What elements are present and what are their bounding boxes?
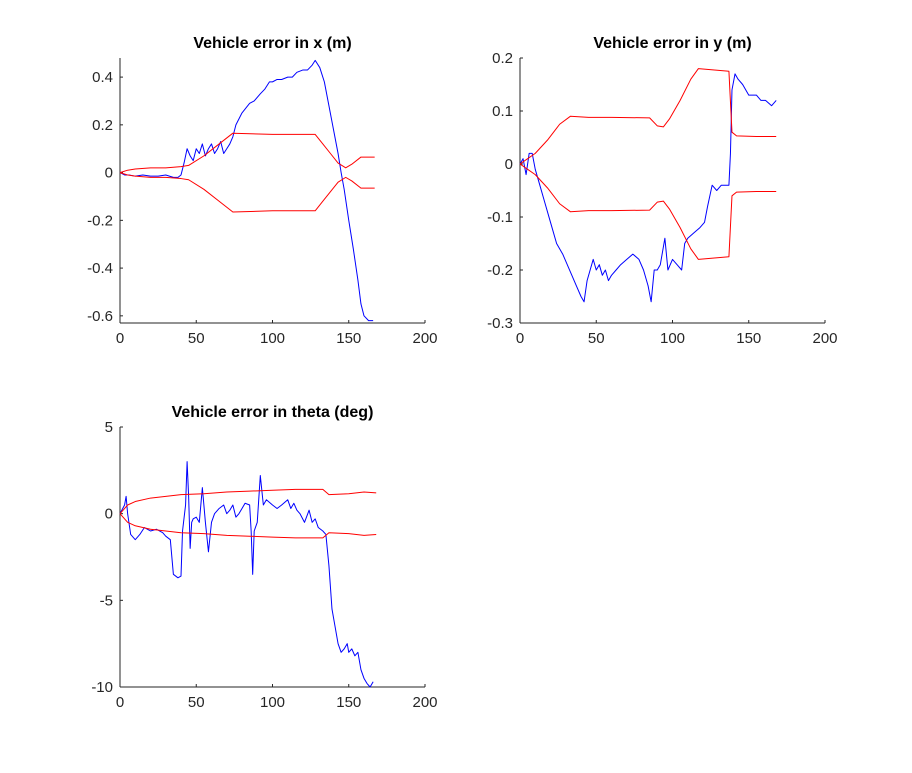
- x-tick-label: 100: [260, 694, 285, 711]
- subplot-y-error: Vehicle error in y (m) 0 50 100 150 200 -0.3 -0…: [487, 35, 837, 347]
- x-tick-label: 150: [736, 330, 761, 347]
- chart-title: Vehicle error in y (m): [593, 35, 751, 52]
- y-tick-label: -0.2: [487, 262, 513, 279]
- y-tick-label: 0.1: [492, 103, 513, 120]
- x-tick-label: 50: [188, 694, 205, 711]
- y-tick-label: -5: [100, 592, 113, 609]
- y-tick-label: -0.2: [87, 212, 113, 229]
- y-tick-label: 0.2: [92, 117, 113, 134]
- lower-bound-line: [119, 172, 375, 213]
- x-tick-label: 100: [660, 330, 685, 347]
- subplot-x-error: Vehicle error in x (m) 0 50 100 150 200 -0.6 -0…: [87, 35, 437, 347]
- lower-bound-line: [519, 163, 777, 260]
- y-tick-label: -10: [91, 679, 113, 696]
- y-tick-label: -0.6: [87, 308, 113, 325]
- chart-title: Vehicle error in x (m): [193, 35, 351, 52]
- x-tick-label: 200: [812, 330, 837, 347]
- y-tick-label: 0: [105, 165, 113, 182]
- y-tick-label: 0: [505, 156, 513, 173]
- x-tick-label: 100: [260, 330, 285, 347]
- error-series-line: [519, 73, 777, 303]
- upper-bound-line: [119, 132, 375, 174]
- x-tick-label: 50: [588, 330, 605, 347]
- x-tick-label: 0: [116, 694, 124, 711]
- y-tick-label: -0.3: [487, 315, 513, 332]
- lower-bound-line: [119, 513, 377, 539]
- subplot-theta-error: Vehicle error in theta (deg)0 50 100 150 200…: [91, 404, 437, 711]
- y-tick-label: -0.4: [87, 260, 113, 277]
- y-tick-label: 5: [105, 419, 113, 436]
- x-tick-label: 150: [336, 694, 361, 711]
- chart-title: Vehicle error in theta (deg): [172, 404, 374, 421]
- x-tick-label: 50: [188, 330, 205, 347]
- x-tick-label: 200: [412, 330, 437, 347]
- upper-bound-line: [519, 68, 777, 165]
- error-series-line: [119, 59, 374, 322]
- x-tick-label: 150: [336, 330, 361, 347]
- x-tick-label: 0: [116, 330, 124, 347]
- y-tick-label: -0.1: [487, 209, 513, 226]
- x-tick-label: 200: [412, 694, 437, 711]
- y-tick-label: 0.2: [492, 50, 513, 67]
- y-tick-label: 0: [105, 506, 113, 523]
- y-tick-label: 0.4: [92, 69, 113, 86]
- error-series-line: [119, 461, 374, 688]
- x-tick-label: 0: [516, 330, 524, 347]
- upper-bound-line: [119, 488, 377, 515]
